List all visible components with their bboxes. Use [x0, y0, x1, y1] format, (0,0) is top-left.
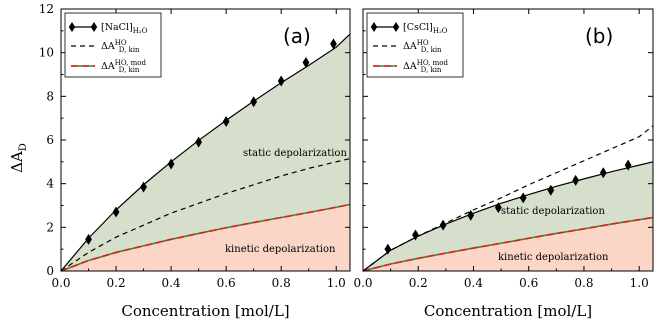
series-line-mod-red	[362, 216, 654, 272]
legend-entry-label: ΔAHO D, kin	[403, 39, 442, 54]
legend: [CsCl]H₂O ΔAHO D, kin ΔAHO, mod D, kin	[366, 12, 464, 78]
series-line-mod-red	[60, 203, 351, 272]
data-point	[494, 202, 502, 214]
series-line-fit	[60, 33, 351, 272]
series-line-dashed	[362, 125, 654, 272]
x-tick-label: 0.2	[107, 276, 126, 290]
x-axis-label: Concentration [mol/L]	[424, 302, 592, 320]
data-point	[140, 181, 147, 193]
data-point	[547, 184, 555, 196]
data-point	[439, 219, 447, 231]
legend-entry-label: [NaCl]H₂O	[101, 22, 148, 35]
panel-label: (a)	[283, 24, 311, 48]
legend-swatch-marker	[90, 22, 98, 32]
annotation-kinetic-depolarization: kinetic depolarization	[225, 244, 336, 255]
x-axis-label: Concentration [mol/L]	[121, 302, 289, 320]
legend-swatch-marker	[370, 22, 378, 32]
static-depolarization-region	[61, 34, 350, 271]
data-point	[85, 233, 92, 245]
data-point	[277, 75, 285, 87]
data-point	[222, 115, 230, 127]
kinetic-depolarization-region	[61, 204, 350, 271]
x-tick-label: 0.6	[519, 276, 538, 290]
legend: [NaCl]H₂O ΔAHO D, kin ΔAHO, mod D, kin	[64, 12, 162, 78]
panel-label: (b)	[585, 24, 613, 48]
series-line-dashed	[60, 157, 351, 272]
data-point	[384, 243, 392, 255]
data-point	[330, 38, 337, 50]
y-tick-label: 0	[46, 264, 54, 278]
x-tick-label: 0.0	[51, 276, 70, 290]
legend-entry-label: ΔAHO, mod D, kin	[101, 59, 146, 74]
y-tick-label: 10	[39, 46, 54, 60]
x-tick-label: 0.4	[162, 276, 181, 290]
data-point	[467, 209, 475, 221]
legend-entry-label: ΔAHO, mod D, kin	[403, 59, 448, 74]
x-tick-label: 0.8	[272, 276, 291, 290]
x-tick-label: 0.2	[409, 276, 428, 290]
y-tick-label: 6	[46, 133, 54, 147]
legend-entry-label: ΔAHO D, kin	[101, 39, 140, 54]
y-tick-label: 4	[46, 177, 54, 191]
data-point	[624, 159, 632, 171]
data-point	[519, 192, 527, 204]
x-tick-label: 0.4	[464, 276, 483, 290]
x-tick-label: 0.8	[574, 276, 593, 290]
legend-swatch-marker	[68, 22, 76, 32]
static-depolarization-region	[363, 161, 653, 271]
kinetic-depolarization-region	[363, 217, 653, 271]
data-point	[112, 206, 120, 218]
data-point	[599, 167, 607, 179]
annotation-kinetic-depolarization: kinetic depolarization	[498, 252, 609, 263]
legend-entry-label: [CsCl]H₂O	[403, 22, 448, 35]
data-point	[250, 96, 258, 108]
chart-panel-a: 0.0 0.2 0.4 0.6 0.8 1.0 0 2 4 6 8 10 12 Concentration…	[39, 2, 351, 320]
x-tick-label: 1.0	[630, 276, 649, 290]
data-point	[572, 174, 580, 186]
x-tick-label: 1.0	[327, 276, 346, 290]
data-point	[412, 229, 419, 241]
data-point	[195, 136, 203, 148]
data-point	[302, 56, 310, 68]
annotation-static-depolarization: static depolarization	[243, 148, 347, 159]
series-line-fit	[362, 161, 654, 272]
x-tick-label: 0.6	[217, 276, 236, 290]
y-tick-label: 12	[39, 2, 54, 16]
annotation-static-depolarization: static depolarization	[501, 206, 605, 217]
chart-panel-b: 0.0 0.2 0.4 0.6 0.8 1.0 Concentration [mol/L] (…	[353, 8, 654, 320]
data-point	[167, 158, 175, 170]
x-tick-label: 0.0	[353, 276, 372, 290]
y-axis-label: ΔAD	[8, 143, 29, 173]
y-tick-label: 8	[46, 89, 54, 103]
y-tick-label: 2	[46, 220, 54, 234]
legend-swatch-marker	[392, 22, 400, 32]
